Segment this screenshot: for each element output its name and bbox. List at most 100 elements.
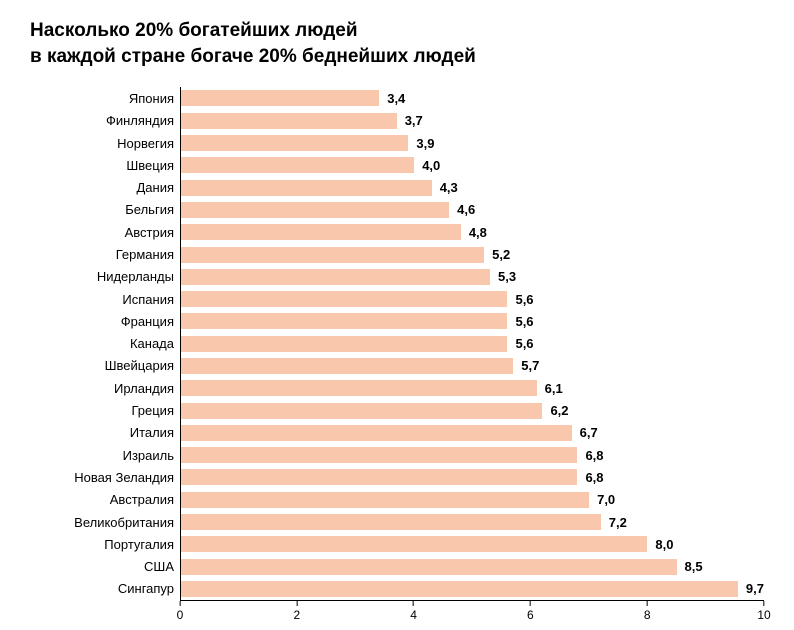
bar-area: 8,0 <box>180 533 764 555</box>
bar-value: 3,4 <box>387 91 405 106</box>
bar <box>181 113 397 129</box>
bar-area: 7,0 <box>180 489 764 511</box>
bar-value: 6,7 <box>580 425 598 440</box>
bar <box>181 380 537 396</box>
bar <box>181 559 677 575</box>
bar-area: 3,4 <box>180 87 764 109</box>
bar-area: 7,2 <box>180 511 764 533</box>
bar-area: 6,1 <box>180 377 764 399</box>
bar-row: Греция6,2 <box>30 399 764 421</box>
bar <box>181 403 542 419</box>
bar-value: 6,2 <box>550 403 568 418</box>
bar-area: 4,0 <box>180 154 764 176</box>
row-label: Германия <box>30 247 180 262</box>
bar-area: 3,9 <box>180 132 764 154</box>
bar-row: Испания5,6 <box>30 288 764 310</box>
bar-value: 8,5 <box>685 559 703 574</box>
bar-area: 6,8 <box>180 466 764 488</box>
row-label: Великобритания <box>30 515 180 530</box>
bar-area: 5,6 <box>180 288 764 310</box>
bar <box>181 157 414 173</box>
bar-area: 4,3 <box>180 176 764 198</box>
row-label: Португалия <box>30 537 180 552</box>
bar-area: 6,7 <box>180 422 764 444</box>
bar-value: 4,3 <box>440 180 458 195</box>
bar-row: Швейцария5,7 <box>30 355 764 377</box>
bar-value: 4,0 <box>422 158 440 173</box>
x-tick: 2 <box>293 601 300 622</box>
row-label: Новая Зеландия <box>30 470 180 485</box>
bar-area: 5,6 <box>180 333 764 355</box>
bar-area: 6,8 <box>180 444 764 466</box>
row-label: Швеция <box>30 158 180 173</box>
row-label: Франция <box>30 314 180 329</box>
row-label: Норвегия <box>30 136 180 151</box>
bar <box>181 291 507 307</box>
bar-area: 6,2 <box>180 399 764 421</box>
row-label: Финляндия <box>30 113 180 128</box>
bar <box>181 492 589 508</box>
bar-area: 5,3 <box>180 266 764 288</box>
bar <box>181 425 572 441</box>
row-label: Нидерланды <box>30 269 180 284</box>
bar-row: Нидерланды 5,3 <box>30 266 764 288</box>
row-label: Италия <box>30 425 180 440</box>
bar-row: Ирландия 6,1 <box>30 377 764 399</box>
bar-row: Австрия 4,8 <box>30 221 764 243</box>
bar-row: Португалия8,0 <box>30 533 764 555</box>
bar-row: Новая Зеландия 6,8 <box>30 466 764 488</box>
bar-row: Дания4,3 <box>30 176 764 198</box>
bar-row: Бельгия4,6 <box>30 199 764 221</box>
bar <box>181 536 647 552</box>
bar <box>181 202 449 218</box>
bar-row: Австралия7,0 <box>30 489 764 511</box>
bar-value: 5,2 <box>492 247 510 262</box>
row-label: Израиль <box>30 448 180 463</box>
row-label: Австралия <box>30 492 180 507</box>
bar <box>181 247 484 263</box>
bar <box>181 180 432 196</box>
bar-value: 6,1 <box>545 381 563 396</box>
row-label: Испания <box>30 292 180 307</box>
bar-area: 5,2 <box>180 243 764 265</box>
x-tick: 6 <box>527 601 534 622</box>
bar-row: Швеция 4,0 <box>30 154 764 176</box>
bar-area: 5,6 <box>180 310 764 332</box>
bar-value: 3,9 <box>416 136 434 151</box>
bar <box>181 469 577 485</box>
bar-row: Италия 6,7 <box>30 422 764 444</box>
bar-value: 6,8 <box>585 448 603 463</box>
row-label: Сингапур <box>30 581 180 596</box>
bar <box>181 581 738 597</box>
bar <box>181 269 490 285</box>
bar-area: 5,7 <box>180 355 764 377</box>
row-label: США <box>30 559 180 574</box>
x-tick: 4 <box>410 601 417 622</box>
bar-area: 9,7 <box>180 578 764 600</box>
bar <box>181 447 577 463</box>
bar-row: Германия 5,2 <box>30 243 764 265</box>
bar-value: 3,7 <box>405 113 423 128</box>
bar-area: 3,7 <box>180 110 764 132</box>
bar-row: Сингапур9,7 <box>30 578 764 600</box>
bar-area: 4,6 <box>180 199 764 221</box>
bar-value: 5,3 <box>498 269 516 284</box>
bar-row: Великобритания7,2 <box>30 511 764 533</box>
chart-title: Насколько 20% богатейших людей в каждой … <box>30 18 764 69</box>
bar-value: 5,6 <box>515 336 533 351</box>
row-label: Австрия <box>30 225 180 240</box>
bar <box>181 224 461 240</box>
bar-value: 6,8 <box>585 470 603 485</box>
row-label: Бельгия <box>30 202 180 217</box>
bar <box>181 313 507 329</box>
bar <box>181 336 507 352</box>
bar-value: 4,8 <box>469 225 487 240</box>
bar-row: Канада5,6 <box>30 333 764 355</box>
row-label: Швейцария <box>30 358 180 373</box>
bar-row: США 8,5 <box>30 556 764 578</box>
bar-chart: Япония3,4Финляндия3,7Норвегия3,9Швеция4,… <box>30 87 764 622</box>
bar <box>181 135 408 151</box>
row-label: Ирландия <box>30 381 180 396</box>
bar-row: Франция 5,6 <box>30 310 764 332</box>
bar-value: 5,6 <box>515 314 533 329</box>
